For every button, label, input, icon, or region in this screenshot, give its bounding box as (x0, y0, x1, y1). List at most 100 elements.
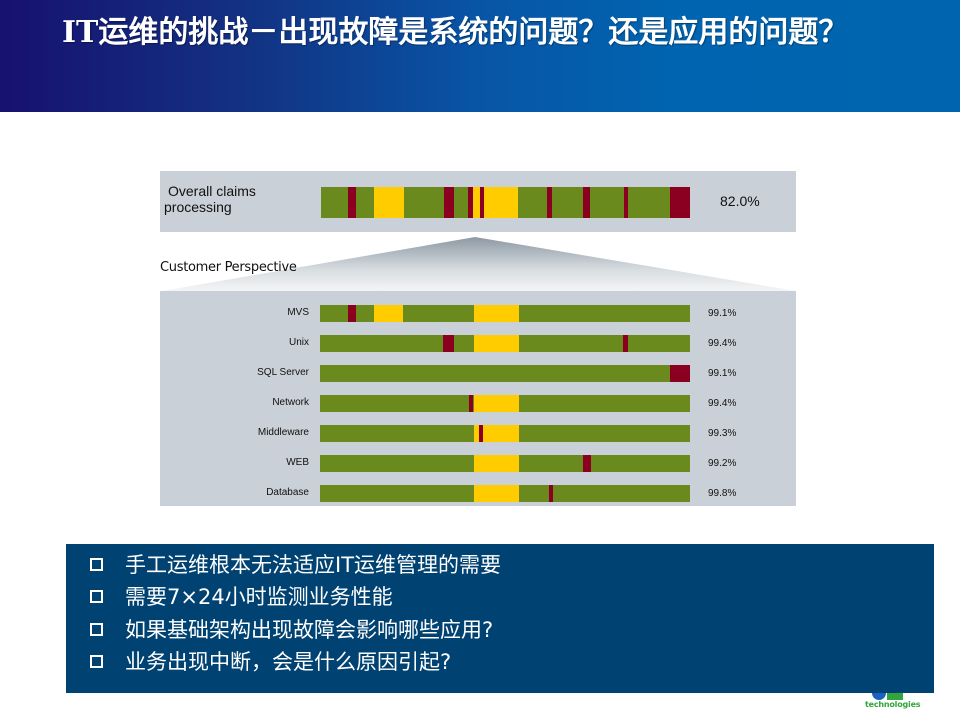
bar-segment-fail (479, 425, 483, 442)
bar-segment-fail (583, 455, 591, 472)
bar-segment-fail (670, 187, 690, 218)
bar-segment-ok (320, 485, 474, 502)
bar-segment-ok (628, 187, 670, 218)
checkbox-icon (90, 589, 103, 603)
bar-segment-ok (320, 305, 348, 322)
component-availability: 99.1% (708, 368, 737, 379)
component-availability: 99.1% (708, 308, 737, 319)
logo-green-shape-icon (887, 693, 903, 700)
component-label: SQL Server (257, 367, 309, 378)
component-label: Database (266, 487, 309, 498)
bar-segment-ok (553, 485, 690, 502)
bar-segment-ok (321, 187, 348, 218)
bullet-box: 手工运维根本无法适应IT运维管理的需要 需要7×24小时监测业务性能 如果基础架… (66, 544, 934, 693)
zoom-triangle-graphic (162, 237, 796, 291)
bar-segment-warn (484, 187, 518, 218)
bar-segment-ok (519, 395, 690, 412)
bar-segment-warn (374, 187, 404, 218)
bullet-text: 手工运维根本无法适应IT运维管理的需要 (125, 553, 502, 577)
component-status-bar (320, 425, 690, 442)
bar-segment-warn (474, 335, 519, 352)
component-availability: 99.2% (708, 458, 737, 469)
bar-segment-fail (443, 335, 454, 352)
logo-text: technologies (865, 700, 921, 709)
bar-segment-ok (519, 335, 623, 352)
bar-segment-warn (474, 395, 519, 412)
bar-segment-warn (473, 187, 480, 218)
bar-segment-ok (320, 395, 469, 412)
overall-label-line2: processing (164, 199, 232, 215)
bullet-item: 手工运维根本无法适应IT运维管理的需要 (90, 549, 501, 579)
bullet-item: 业务出现中断，会是什么原因引起? (90, 646, 451, 676)
bar-segment-fail (348, 187, 356, 218)
component-label: Unix (288, 337, 309, 348)
bullet-text: 业务出现中断，会是什么原因引起? (125, 650, 452, 674)
bar-segment-fail (547, 187, 552, 218)
bar-segment-ok (403, 305, 474, 322)
component-status-bar (320, 335, 690, 352)
bar-segment-ok (320, 455, 474, 472)
bar-segment-warn (474, 455, 519, 472)
bar-segment-fail (348, 305, 356, 322)
overall-value: 82.0% (720, 193, 760, 209)
bar-segment-ok (356, 187, 374, 218)
bar-segment-warn (474, 305, 519, 322)
bar-segment-ok (519, 455, 583, 472)
bar-segment-fail (480, 187, 484, 218)
component-status-bar (320, 305, 690, 322)
bullet-text: 需要7×24小时监测业务性能 (125, 585, 393, 609)
bar-segment-ok (320, 335, 443, 352)
slide-header: IT运维的挑战－出现故障是系统的问题？还是应用的问题？ (0, 0, 960, 112)
customer-perspective-label: Customer Perspective (160, 260, 297, 275)
bar-segment-fail (444, 187, 454, 218)
bar-segment-ok (591, 455, 690, 472)
bullet-text: 如果基础架构出现故障会影响哪些应用? (125, 618, 494, 642)
company-logo: technologies (860, 684, 921, 714)
overall-label: Overall claims processing (164, 183, 256, 215)
bullet-item: 需要7×24小时监测业务性能 (90, 581, 393, 611)
component-label: Middleware (257, 427, 309, 438)
component-label: WEB (286, 457, 309, 468)
component-availability: 99.4% (708, 398, 737, 409)
component-label: MVS (287, 307, 309, 318)
logo-blue-shape-icon (872, 693, 886, 700)
bar-segment-ok (552, 187, 583, 218)
bar-segment-ok (473, 395, 474, 412)
bar-segment-fail (623, 335, 628, 352)
bar-segment-fail (583, 187, 590, 218)
bar-segment-warn (474, 485, 519, 502)
overall-status-bar (321, 187, 690, 218)
checkbox-icon (90, 557, 103, 571)
checkbox-icon (90, 622, 103, 636)
component-availability: 99.4% (708, 338, 737, 349)
bar-segment-ok (628, 335, 690, 352)
component-availability: 99.8% (708, 488, 737, 499)
bar-segment-ok (320, 425, 474, 442)
bar-segment-ok (320, 365, 670, 382)
component-status-bar (320, 485, 690, 502)
component-label: Network (272, 397, 309, 408)
bar-segment-fail (670, 365, 690, 382)
bar-segment-warn (483, 425, 519, 442)
component-status-bar (320, 365, 690, 382)
component-status-bar (320, 395, 690, 412)
bar-segment-fail (468, 187, 473, 218)
bar-segment-warn (374, 305, 403, 322)
slide-title: IT运维的挑战－出现故障是系统的问题？还是应用的问题？ (62, 15, 849, 50)
overall-label-line1: Overall claims (168, 183, 256, 199)
bullet-item: 如果基础架构出现故障会影响哪些应用? (90, 614, 493, 644)
bar-segment-ok (519, 425, 690, 442)
bar-segment-fail (624, 187, 628, 218)
bar-segment-fail (469, 395, 473, 412)
bar-segment-ok (356, 305, 374, 322)
bar-segment-ok (404, 187, 444, 218)
checkbox-icon (90, 654, 103, 668)
bar-segment-ok (590, 187, 624, 218)
component-status-bar (320, 455, 690, 472)
bar-segment-ok (518, 187, 547, 218)
bar-segment-ok (519, 485, 549, 502)
bar-segment-warn (474, 425, 479, 442)
bar-segment-ok (519, 305, 690, 322)
bar-segment-ok (454, 187, 468, 218)
bar-segment-ok (454, 335, 474, 352)
